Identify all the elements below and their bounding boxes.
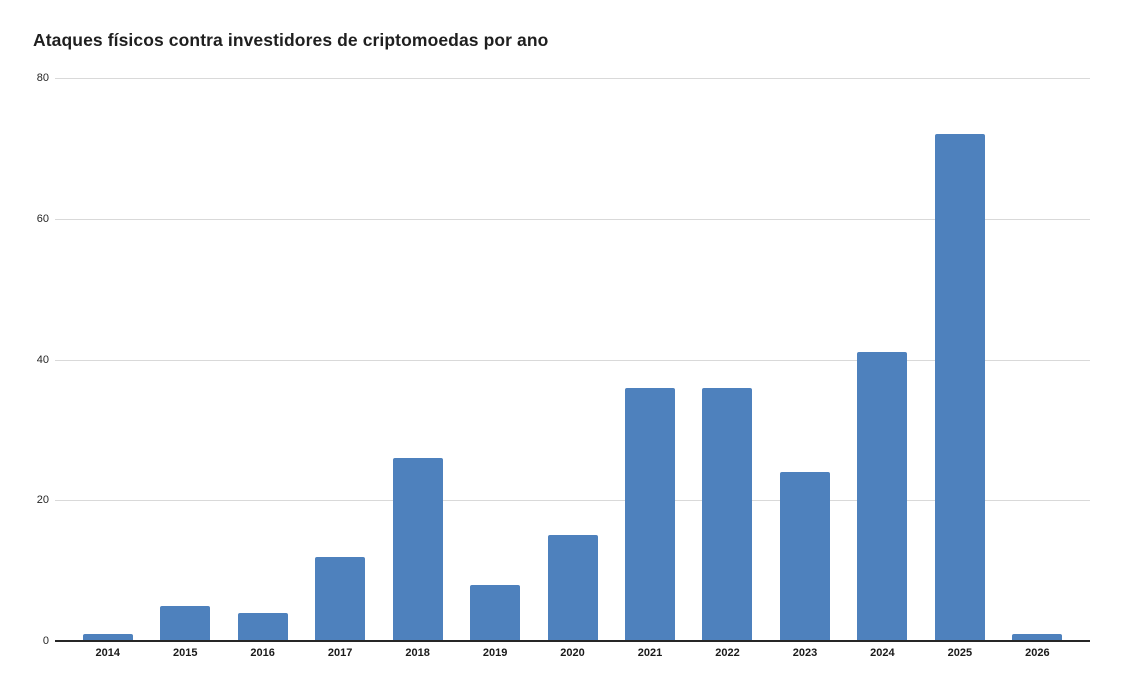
x-tick-label-2020: 2020	[560, 647, 585, 659]
gridline-20	[55, 500, 1090, 502]
x-tick-label-2017: 2017	[327, 647, 353, 659]
bar-column-2023: 2023	[766, 78, 843, 659]
y-tick-label-80: 80	[36, 72, 49, 84]
bar-column-2022: 2022	[689, 78, 766, 659]
bar-column-2017: 2017	[301, 78, 378, 659]
bar-2025	[934, 134, 985, 641]
bar-column-2020: 2020	[534, 78, 611, 659]
bar-2021	[625, 387, 676, 641]
bars-row: 2014 2015 2016 2017 2018 2019 2020 2021 2022 2023…	[69, 78, 1076, 659]
bar-2020	[547, 535, 598, 641]
gridline-40	[55, 359, 1090, 361]
bar-column-2018: 2018	[379, 78, 456, 659]
plot-area: 0 20 40 60 80 2014 2015 2016 2017 2018 2019 2020 20…	[37, 72, 1090, 659]
x-tick-label-2023: 2023	[792, 647, 818, 659]
x-tick-label-2016: 2016	[250, 647, 275, 659]
x-tick-label-2021: 2021	[637, 647, 663, 659]
y-tick-label-0: 0	[42, 635, 49, 647]
bar-column-2024: 2024	[844, 78, 921, 659]
bar-2016	[237, 612, 288, 641]
bar-2018	[392, 458, 443, 641]
bar-2024	[857, 352, 908, 641]
bar-column-2016: 2016	[224, 78, 301, 659]
x-axis-line	[55, 640, 1090, 642]
y-tick-label-40: 40	[36, 353, 49, 366]
x-tick-label-2015: 2015	[172, 647, 198, 659]
x-tick-label-2014: 2014	[95, 647, 120, 659]
x-tick-label-2024: 2024	[870, 647, 895, 659]
bar-2023	[779, 472, 830, 641]
x-tick-label-2019: 2019	[482, 647, 508, 659]
bar-column-2014: 2014	[69, 78, 146, 659]
bar-column-2019: 2019	[456, 78, 533, 659]
y-tick-label-60: 60	[36, 212, 49, 225]
x-tick-label-2018: 2018	[405, 647, 430, 659]
bar-2022	[702, 387, 753, 641]
gridline-80	[55, 78, 1090, 79]
bar-2014	[82, 633, 133, 641]
bar-2017	[315, 556, 366, 641]
bar-column-2025: 2025	[921, 78, 998, 659]
bar-column-2026: 2026	[999, 78, 1076, 659]
chart-title: Ataques físicos contra investidores de c…	[33, 30, 549, 50]
bar-2015	[160, 605, 211, 641]
y-tick-label-20: 20	[36, 494, 49, 507]
bar-column-2021: 2021	[611, 78, 688, 659]
bar-2019	[470, 584, 521, 641]
x-tick-label-2026: 2026	[1025, 647, 1050, 659]
bar-2026	[1012, 633, 1063, 641]
gridline-60	[55, 218, 1090, 220]
x-tick-label-2022: 2022	[715, 647, 740, 659]
bar-column-2015: 2015	[146, 78, 223, 659]
x-tick-label-2025: 2025	[947, 647, 973, 659]
